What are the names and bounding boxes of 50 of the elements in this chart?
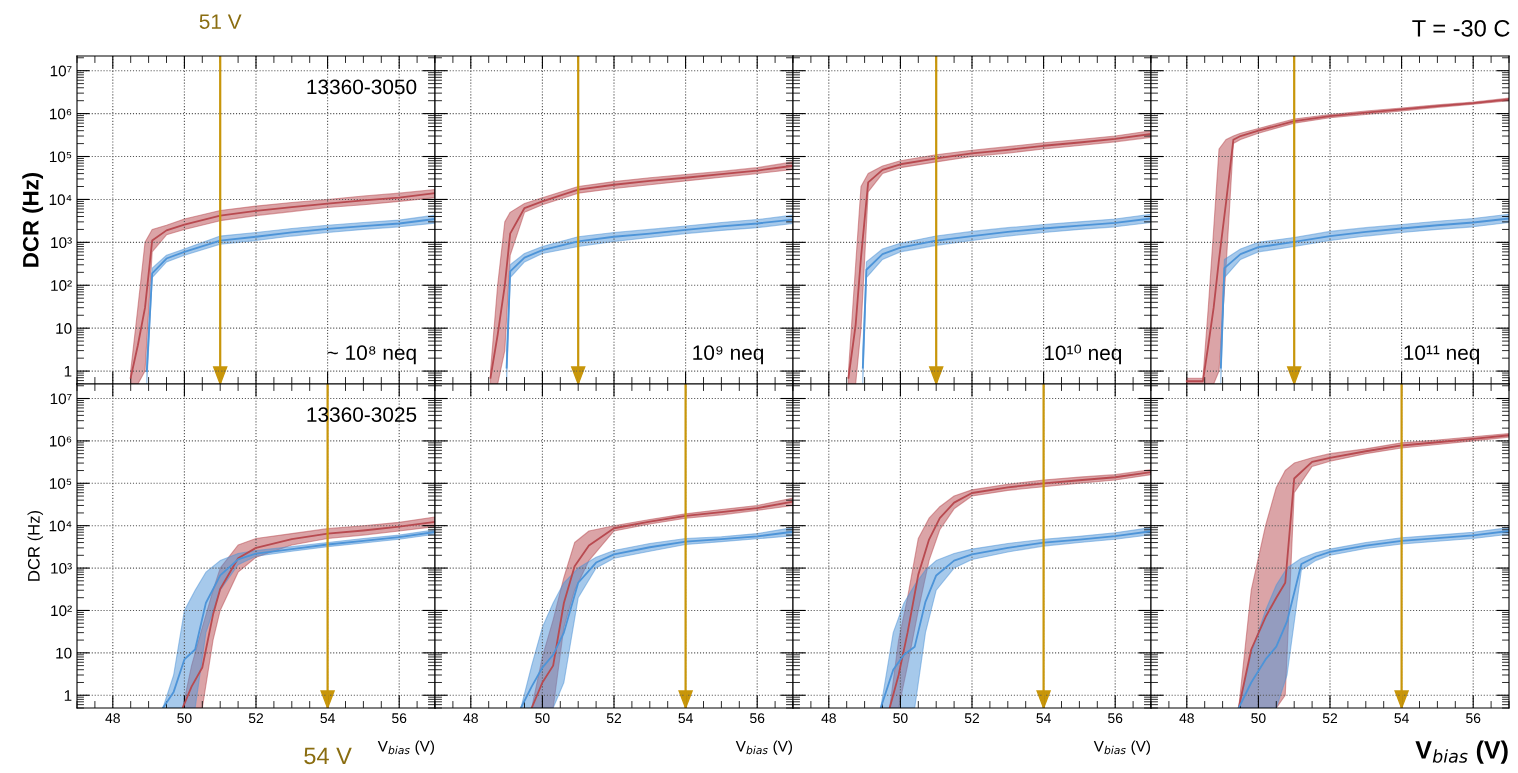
y-tick-label: 10³ (51, 237, 72, 249)
x-tick-label: 54 (1394, 713, 1409, 724)
ref-line-label: 51 V (199, 14, 242, 29)
y-tick-label: 10⁷ (50, 65, 72, 77)
annotation: ~ 10⁸ neq (327, 345, 416, 365)
x-tick-label: 54 (678, 713, 693, 724)
x-tick-label: 52 (1322, 713, 1338, 724)
x-tick-label: 56 (392, 713, 407, 724)
text: T = -30 C (1412, 19, 1510, 37)
x-axis-title: V$_{bias}$ (V) (1415, 740, 1508, 764)
y-tick-label: 10² (51, 280, 72, 291)
x-axis-title: V$_{bias}$ (V) (735, 740, 793, 755)
x-tick-label: 48 (1179, 713, 1194, 724)
x-axis-title: V$_{bias}$ (V) (1093, 740, 1151, 755)
x-tick-label: 50 (893, 713, 908, 724)
y-tick-label: 10⁶ (50, 108, 72, 120)
y-tick-label: 1 (64, 690, 72, 701)
y-tick-label: 10 (56, 323, 72, 334)
x-tick-label: 50 (177, 713, 192, 724)
y-tick-label: 10 (56, 647, 72, 659)
y-tick-label: 10² (51, 605, 72, 617)
y-tick-label: 10⁵ (49, 478, 72, 489)
x-tick-label: 54 (1036, 713, 1051, 724)
x-tick-label: 56 (1108, 713, 1123, 724)
x-tick-label: 50 (535, 713, 550, 724)
y-tick-label: 10⁶ (50, 435, 72, 447)
y-axis-title: DCR (Hz) (27, 510, 44, 581)
x-tick-label: 56 (750, 713, 765, 724)
x-tick-label: 50 (1251, 713, 1266, 724)
annotation: 10¹¹ neq (1404, 345, 1480, 365)
annotation: 10¹⁰ neq (1044, 344, 1122, 365)
ref-line-label: 54 V (304, 747, 352, 765)
annotation: 13360-3050 (307, 79, 417, 95)
annotation: 10⁹ neq (693, 345, 764, 365)
y-tick-label: 10³ (51, 562, 72, 574)
x-tick-label: 52 (964, 713, 980, 724)
y-tick-label: 10⁵ (49, 151, 72, 163)
x-tick-label: 54 (320, 713, 335, 724)
x-tick-label: 52 (248, 713, 264, 724)
y-tick-label: 10⁴ (49, 194, 72, 206)
x-tick-label: 56 (1466, 713, 1481, 724)
y-tick-label: 10⁷ (50, 393, 72, 405)
x-tick-label: 52 (606, 713, 622, 724)
x-axis-title: V$_{bias}$ (V) (377, 740, 435, 755)
x-tick-label: 48 (105, 713, 120, 724)
y-tick-label: 10⁴ (49, 520, 72, 532)
x-tick-label: 48 (821, 713, 836, 724)
y-axis-title: DCR (Hz) (22, 172, 44, 267)
x-tick-label: 48 (463, 713, 478, 724)
y-tick-label: 1 (64, 366, 72, 377)
